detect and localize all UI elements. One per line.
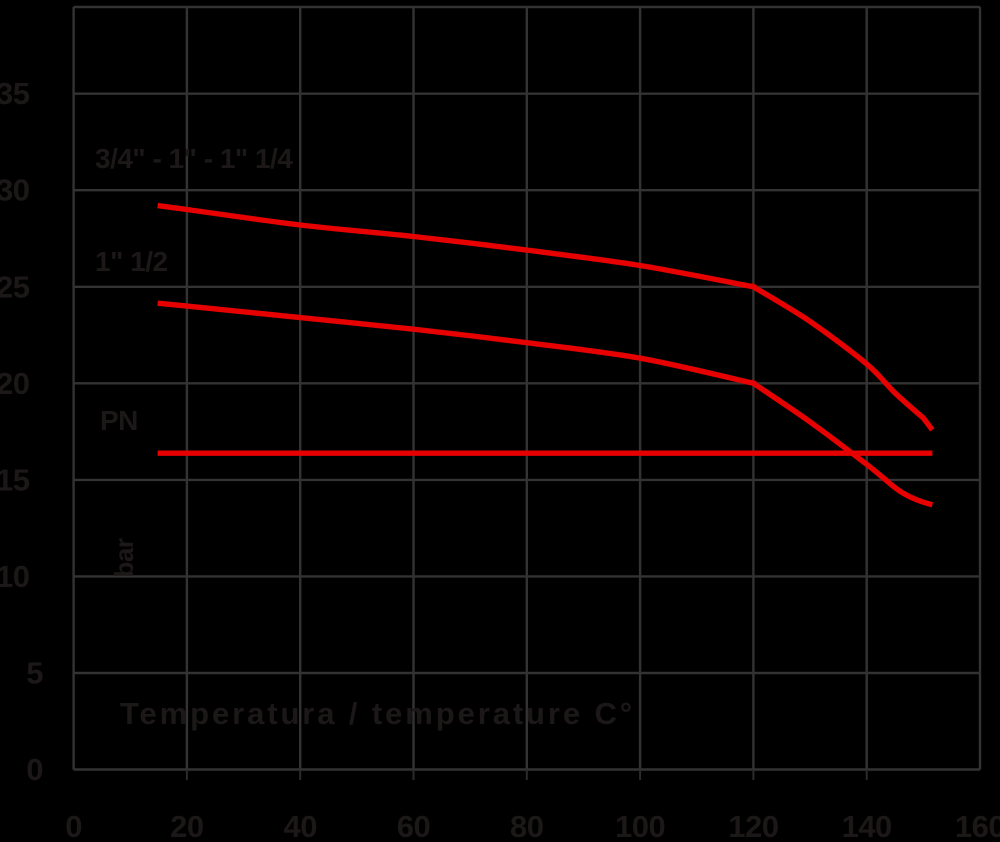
svg-text:5: 5 bbox=[26, 656, 43, 691]
svg-text:60: 60 bbox=[397, 809, 430, 842]
svg-text:15: 15 bbox=[0, 462, 30, 497]
svg-text:40: 40 bbox=[283, 809, 316, 842]
svg-text:3/4" - 1" - 1" 1/4: 3/4" - 1" - 1" 1/4 bbox=[95, 143, 293, 174]
svg-text:80: 80 bbox=[510, 809, 543, 842]
svg-text:0: 0 bbox=[65, 809, 82, 842]
svg-text:10: 10 bbox=[0, 559, 30, 594]
svg-text:25: 25 bbox=[0, 269, 30, 304]
svg-text:100: 100 bbox=[615, 809, 665, 842]
svg-text:PN: PN bbox=[100, 405, 138, 436]
svg-text:120: 120 bbox=[728, 809, 778, 842]
svg-text:20: 20 bbox=[0, 366, 30, 401]
svg-text:35: 35 bbox=[0, 76, 30, 111]
svg-text:1" 1/2: 1" 1/2 bbox=[95, 246, 168, 277]
svg-text:160: 160 bbox=[955, 809, 1000, 842]
svg-text:20: 20 bbox=[170, 809, 203, 842]
svg-text:Temperatura / temperature C°: Temperatura / temperature C° bbox=[120, 696, 635, 731]
svg-text:140: 140 bbox=[842, 809, 892, 842]
svg-text:bar: bar bbox=[109, 538, 139, 577]
svg-text:30: 30 bbox=[0, 173, 30, 208]
svg-text:0: 0 bbox=[26, 752, 43, 787]
